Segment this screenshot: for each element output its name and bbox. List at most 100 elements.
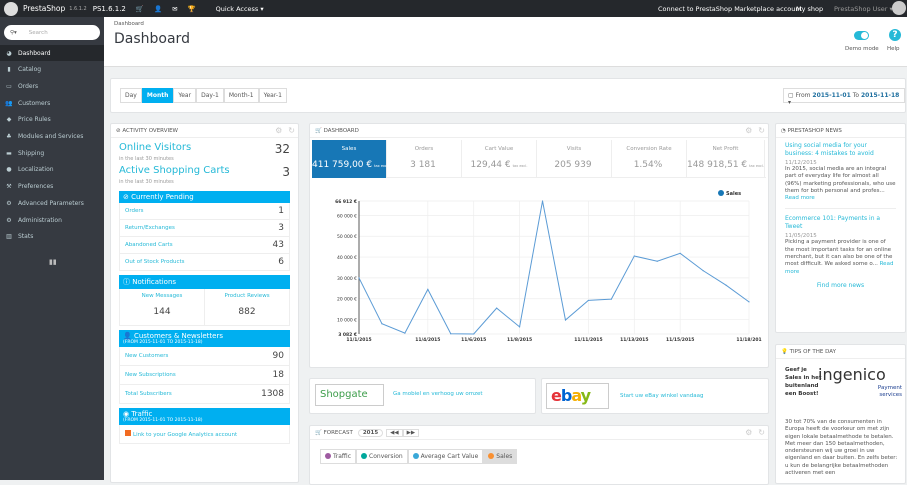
- user-menu[interactable]: PrestaShop User ▾: [834, 4, 893, 13]
- previous-year-button[interactable]: ◀◀: [386, 428, 403, 437]
- list-item[interactable]: Out of Stock Products 6: [119, 254, 290, 271]
- legend-sales-label: Sales: [726, 191, 741, 197]
- connect-marketplace-link[interactable]: Connect to PrestaShop Marketplace accoun…: [658, 4, 802, 13]
- list-item[interactable]: Orders 1: [119, 203, 290, 220]
- breadcrumb[interactable]: Dashboard: [114, 21, 144, 27]
- item-label[interactable]: Abandoned Carts: [125, 242, 173, 248]
- period-year-1[interactable]: Year-1: [258, 88, 287, 103]
- period-day[interactable]: Day: [120, 88, 142, 103]
- demo-mode-toggle[interactable]: [854, 31, 869, 40]
- sidebar-item-stats[interactable]: ▥ Stats: [0, 229, 104, 245]
- section-title: Traffic: [131, 410, 153, 418]
- item-label[interactable]: Out of Stock Products: [125, 259, 185, 265]
- sidebar-item-modules-and-services[interactable]: ♣ Modules and Services: [0, 129, 104, 145]
- my-shop-link[interactable]: My shop: [796, 4, 824, 13]
- period-year[interactable]: Year: [173, 88, 197, 103]
- trophy-icon[interactable]: 🏆: [187, 4, 196, 13]
- panel-header: 💡 Tips of the day: [776, 345, 905, 359]
- avatar[interactable]: [892, 1, 906, 15]
- date-range-picker[interactable]: ▢ From 2015-11-01 To 2015-11-18 ▾: [783, 88, 905, 106]
- sidebar-item-customers[interactable]: 👥 Customers: [0, 95, 104, 111]
- configure-icon[interactable]: ⚙: [745, 428, 753, 437]
- shopgate-ad-text[interactable]: Ga mobiel en verhoog uw omzet: [393, 391, 483, 397]
- kpi-conversion-rate[interactable]: Conversion Rate 1.54%: [612, 140, 687, 178]
- news-title[interactable]: Ecommerce 101: Payments in a Tweet: [785, 215, 881, 230]
- envelope-icon[interactable]: ✉: [172, 4, 178, 13]
- user-icon[interactable]: 👤: [153, 4, 163, 13]
- refresh-icon[interactable]: ↻: [758, 428, 765, 437]
- list-item[interactable]: Return/Exchanges 3: [119, 220, 290, 237]
- kpi-label: Orders: [414, 146, 434, 152]
- list-item[interactable]: Total Subscribers 1308: [119, 385, 290, 404]
- list-item[interactable]: New Subscriptions 18: [119, 366, 290, 385]
- ga-link-text: Link to your Google Analytics account: [133, 432, 238, 438]
- sidebar-item-price-rules[interactable]: ◆ Price Rules: [0, 112, 104, 128]
- ebay-ad-text[interactable]: Start uw eBay winkel vandaag: [620, 393, 704, 399]
- list-item[interactable]: New Customers 90: [119, 347, 290, 366]
- item-value: 90: [272, 351, 284, 361]
- active-carts-label[interactable]: Active Shopping Carts: [119, 165, 230, 176]
- period-month[interactable]: Month: [141, 88, 174, 103]
- item-label[interactable]: Orders: [125, 208, 144, 214]
- item-label[interactable]: New Subscriptions: [125, 372, 176, 378]
- forecast-tab-traffic[interactable]: Traffic: [320, 449, 357, 464]
- shopgate-ad[interactable]: Shopgate Ga mobiel en verhoog uw omzet: [309, 378, 536, 414]
- help-icon[interactable]: ?: [889, 29, 901, 41]
- sales-data-point: [358, 277, 360, 279]
- sidebar-item-preferences[interactable]: ⚒ Preferences: [0, 179, 104, 195]
- notif-label: New Messages: [141, 293, 183, 299]
- prestashop-news-panel: ◔ PrestaShop News Using social media for…: [775, 123, 906, 333]
- collapse-sidebar-icon[interactable]: ▮▮: [49, 258, 57, 266]
- panel-header: ◔ PrestaShop News: [776, 124, 905, 138]
- panel-title: Tips of the day: [789, 348, 836, 355]
- search-input[interactable]: ⚲▾ Search: [4, 25, 100, 40]
- next-year-button[interactable]: ▶▶: [402, 428, 420, 437]
- kpi-sales[interactable]: Sales 411 759,00 € tax excl.: [312, 140, 389, 178]
- online-visitors-label[interactable]: Online Visitors: [119, 142, 192, 153]
- sidebar-item-catalog[interactable]: ▮ Catalog: [0, 62, 104, 78]
- sidebar-item-label: Stats: [18, 233, 34, 241]
- sidebar-item-shipping[interactable]: ▬ Shipping: [0, 145, 104, 161]
- kpi-orders[interactable]: Orders 3 181: [387, 140, 462, 178]
- forecast-tab-average-cart-value[interactable]: Average Cart Value: [407, 449, 484, 464]
- sales-line-chart: 3 082 € 10 000 € 20 000 € 30 000 € 40 000 € 5…: [335, 190, 762, 343]
- period-month-1[interactable]: Month-1: [223, 88, 259, 103]
- refresh-icon[interactable]: ↻: [758, 126, 765, 135]
- news-title[interactable]: Using social media for your business: 4 …: [785, 142, 874, 157]
- globe-icon: ●: [6, 166, 12, 174]
- sidebar-item-orders[interactable]: ▭ Orders: [0, 78, 104, 94]
- item-label[interactable]: Return/Exchanges: [125, 225, 175, 231]
- read-more-link[interactable]: Read more: [785, 261, 894, 275]
- prestashop-logo-icon[interactable]: [4, 1, 18, 16]
- configure-icon[interactable]: ⚙: [275, 126, 283, 135]
- ebay-ad[interactable]: ebay Start uw eBay winkel vandaag: [541, 378, 769, 414]
- kpi-visits[interactable]: Visits 205 939: [537, 140, 612, 178]
- sidebar-item-localization[interactable]: ● Localization: [0, 162, 104, 178]
- to-date: 2015-11-18: [860, 92, 900, 99]
- google-analytics-link[interactable]: Link to your Google Analytics account: [119, 425, 290, 444]
- cart-icon[interactable]: 🛒: [135, 4, 144, 13]
- read-more-link[interactable]: Read more: [785, 195, 815, 202]
- find-more-news-link[interactable]: Find more news: [816, 281, 865, 289]
- kpi-net-profit[interactable]: Net Profit 148 918,51 € tax excl.: [687, 140, 765, 178]
- forecast-tab-sales[interactable]: Sales: [483, 449, 518, 464]
- sidebar-item-dashboard[interactable]: ◕ Dashboard: [0, 45, 106, 61]
- x-tick-label: 11/11/2015: [574, 337, 602, 343]
- sales-data-point: [748, 301, 750, 303]
- new-messages[interactable]: New Messages 144: [120, 289, 205, 325]
- configure-icon[interactable]: ⚙: [745, 126, 753, 135]
- kpi-value: 1.54%: [633, 160, 663, 170]
- forecast-tab-conversion[interactable]: Conversion: [356, 449, 408, 464]
- product-reviews[interactable]: Product Reviews 882: [205, 289, 289, 325]
- sidebar-item-advanced-parameters[interactable]: ⚙ Advanced Parameters: [0, 195, 104, 211]
- refresh-icon[interactable]: ↻: [288, 126, 295, 135]
- quick-access-menu[interactable]: Quick Access ▾: [215, 4, 264, 13]
- sidebar-item-administration[interactable]: ⚙ Administration: [0, 212, 104, 228]
- news-body: In 2015, social media are an integral pa…: [785, 166, 896, 194]
- item-label[interactable]: Total Subscribers: [125, 391, 172, 397]
- item-label[interactable]: New Customers: [125, 353, 169, 359]
- search-icon[interactable]: ⚲▾: [10, 29, 17, 36]
- list-item[interactable]: Abandoned Carts 43: [119, 237, 290, 254]
- period-day-1[interactable]: Day-1: [196, 88, 224, 103]
- kpi-cart-value[interactable]: Cart Value 129,44 € tax excl.: [462, 140, 537, 178]
